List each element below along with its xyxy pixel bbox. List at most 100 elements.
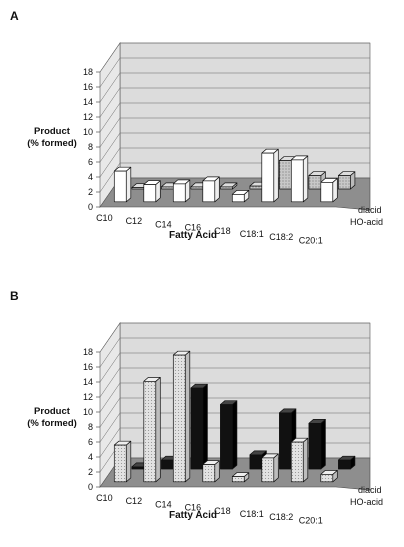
bar-ho-acid-side — [302, 155, 309, 203]
bar-diacid — [190, 387, 204, 470]
bar-ho-acid-side — [273, 453, 279, 483]
gridline-side — [99, 397, 121, 428]
bar-diacid — [249, 185, 263, 190]
bar-ho-acid-top — [231, 190, 250, 195]
bar-ho-acid-top — [172, 350, 191, 356]
bar-diacid — [308, 175, 322, 190]
bar-ho-acid-top — [261, 148, 279, 154]
gridline-side — [99, 352, 121, 383]
bar-ho-acid-side — [302, 437, 309, 483]
bar-diacid — [338, 459, 351, 470]
bar-ho-acid — [143, 184, 157, 203]
bar-ho-acid — [172, 354, 186, 483]
back-wall — [119, 42, 371, 179]
bar-ho-acid — [290, 159, 304, 203]
x-axis-label: Fatty Acid — [169, 510, 217, 521]
gridline-side — [99, 147, 121, 178]
y-tick-label: 14 — [83, 97, 93, 107]
bar-ho-acid-top — [172, 179, 191, 185]
x-tick-label: C12 — [126, 216, 143, 226]
x-tick-label: C14 — [155, 219, 172, 229]
y-tick-label: 18 — [83, 347, 93, 357]
x-tick-label: C18:1 — [240, 229, 264, 239]
bar-ho-acid — [231, 476, 245, 483]
y-axis-label-line2: (% formed) — [27, 138, 77, 149]
y-tick-label: 12 — [83, 112, 93, 122]
bar-ho-acid — [231, 193, 245, 203]
x-tick-label: C14 — [155, 499, 172, 509]
bar-diacid-top — [338, 455, 356, 461]
bar-diacid-side — [202, 383, 208, 470]
x-tick-label: C18 — [214, 226, 231, 236]
bar-diacid-side — [320, 419, 326, 470]
bar-ho-acid — [320, 181, 334, 203]
gridline-side — [99, 42, 121, 73]
bar-ho-acid-side — [273, 148, 279, 203]
bar-ho-acid-top — [320, 470, 338, 475]
x-tick-label: C18:2 — [269, 512, 293, 522]
y-tick-label: 12 — [83, 392, 93, 402]
bar-ho-acid — [202, 464, 216, 483]
gridline-side — [99, 367, 121, 398]
gridline-side — [99, 102, 121, 133]
bar-diacid-top — [279, 408, 297, 414]
x-tick-label: C16 — [185, 223, 202, 233]
series-label-ho-acid: HO-acid — [350, 497, 383, 507]
y-tick-label: 2 — [88, 467, 93, 477]
gridline-side — [99, 337, 121, 368]
y-tick-label: 16 — [83, 82, 93, 92]
y-tick-label: 18 — [83, 67, 93, 77]
bar-diacid — [220, 404, 233, 470]
bar-ho-acid — [113, 170, 127, 203]
y-tick-label: 0 — [88, 202, 93, 212]
bar-ho-acid — [113, 444, 127, 483]
x-tick-label: C10 — [96, 493, 113, 503]
gridline-side — [99, 162, 121, 193]
series-label-diacid: diacid — [358, 205, 382, 215]
panel-label: B — [10, 289, 19, 303]
panel-label: A — [10, 9, 19, 23]
gridline-side — [99, 322, 121, 353]
bar-ho-acid — [261, 152, 275, 203]
x-tick-label: C10 — [96, 213, 113, 223]
bar-diacid — [338, 175, 351, 190]
bar-diacid — [249, 454, 263, 470]
x-tick-label: C18:2 — [269, 232, 293, 242]
y-tick-label: 0 — [88, 482, 93, 492]
bar-diacid-top — [308, 419, 326, 424]
bar-ho-acid-top — [113, 166, 132, 172]
bar-diacid — [279, 160, 292, 190]
bar-diacid-top — [220, 182, 238, 188]
gridline-side — [99, 132, 121, 163]
chart-panel-a: A 0 2 4 6 8 10 12 14 16 18 Product(% formed) C10 C12 C… — [10, 9, 383, 245]
bar-diacid-top — [338, 171, 356, 176]
x-tick-label: C18 — [214, 506, 231, 516]
gridline-side — [99, 57, 121, 88]
bar-ho-acid — [261, 457, 275, 483]
x-tick-label: C20:1 — [299, 235, 323, 245]
y-tick-label: 6 — [88, 157, 93, 167]
gridline-side — [99, 427, 121, 458]
bar-ho-acid-top — [143, 180, 161, 185]
bar-ho-acid-top — [320, 178, 338, 183]
gridline-side — [99, 412, 121, 443]
y-tick-label: 14 — [83, 377, 93, 387]
x-tick-label: C12 — [126, 496, 143, 506]
y-tick-label: 8 — [88, 422, 93, 432]
bar-ho-acid-side — [125, 166, 132, 203]
bar-diacid-top — [249, 450, 267, 456]
gridline-side — [99, 117, 121, 148]
bar-ho-acid — [290, 441, 304, 483]
bar-ho-acid — [172, 183, 186, 203]
bar-ho-acid-side — [125, 440, 132, 483]
y-tick-label: 8 — [88, 142, 93, 152]
bar-ho-acid-top — [231, 472, 250, 477]
bar-diacid-side — [232, 400, 238, 470]
bar-diacid-top — [190, 383, 208, 389]
bar-ho-acid-top — [261, 453, 279, 459]
chart-panel-b: B 0 2 4 6 8 10 12 14 16 18 Product(% formed) C10 C12 C… — [10, 289, 383, 525]
y-tick-label: 10 — [83, 127, 93, 137]
y-tick-label: 16 — [83, 362, 93, 372]
bar-ho-acid-side — [155, 377, 161, 483]
